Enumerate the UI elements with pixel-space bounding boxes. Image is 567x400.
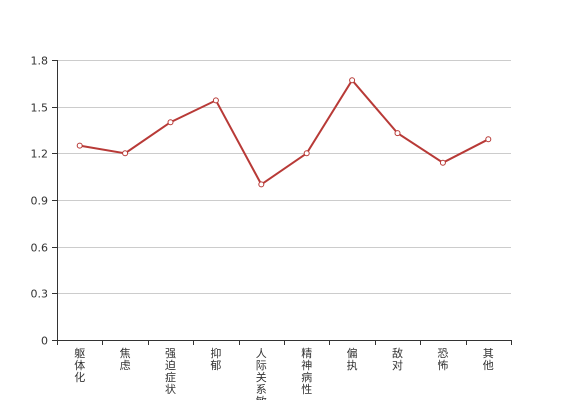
x-tick-label: 敌对 xyxy=(392,346,403,372)
x-tick-label: 恐怖 xyxy=(437,347,448,372)
y-tick-label: 0.9 xyxy=(31,195,49,208)
x-tick-label: 精神病性 xyxy=(301,347,312,396)
y-tick-label: 0.6 xyxy=(31,242,49,255)
x-tick-label: 躯体化 xyxy=(74,347,85,384)
data-point xyxy=(122,150,129,157)
y-tick-label: 1.5 xyxy=(31,102,49,115)
data-point xyxy=(258,181,265,188)
x-tick-label: 人际关系敏感 xyxy=(256,347,267,400)
y-tick-label: 0 xyxy=(41,335,48,348)
data-point xyxy=(394,130,401,137)
data-point xyxy=(212,97,219,104)
grid-lines xyxy=(57,60,511,294)
data-point xyxy=(349,77,356,84)
x-tick-label: 焦虑 xyxy=(120,347,131,372)
data-point xyxy=(303,150,310,157)
data-point xyxy=(439,159,446,166)
data-point xyxy=(167,119,174,126)
y-tick-labels: 0 0.3 0.6 0.9 1.2 1.5 1.8 xyxy=(31,55,49,348)
x-tick-labels: 躯体化 焦虑 强迫症状 抑郁 人际关系敏感 精神病性 偏执 敌对 恐怖 其他 xyxy=(74,346,494,400)
x-tick-label: 其他 xyxy=(483,347,494,372)
y-tick-label: 1.2 xyxy=(31,148,49,161)
y-tick-label: 0.3 xyxy=(31,288,49,301)
axes xyxy=(52,60,512,345)
y-tick-label: 1.8 xyxy=(31,55,49,68)
series-line xyxy=(79,78,489,186)
data-point xyxy=(485,136,492,143)
x-tick-label: 偏执 xyxy=(347,346,358,372)
x-tick-label: 抑郁 xyxy=(210,346,221,372)
series-line-group xyxy=(76,77,492,188)
x-tick-label: 强迫症状 xyxy=(165,347,176,396)
data-point xyxy=(76,142,83,149)
